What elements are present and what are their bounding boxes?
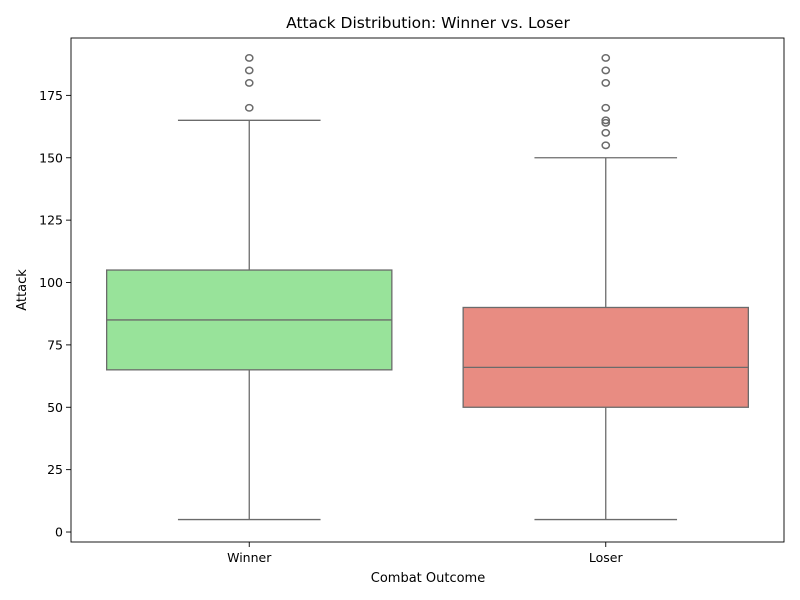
y-tick-label: 125 (39, 213, 63, 228)
y-tick-label: 0 (55, 525, 63, 540)
y-tick-label: 50 (47, 400, 63, 415)
x-axis: Winner Loser (227, 542, 623, 565)
iqr-box (462, 306, 750, 408)
outlier-point (601, 54, 611, 62)
outlier-point (244, 103, 254, 112)
outlier-point (601, 116, 611, 125)
y-tick-label: 100 (39, 275, 63, 290)
outlier-point (244, 66, 254, 75)
plot-area (106, 54, 750, 521)
y-tick-label: 25 (47, 462, 63, 477)
y-tick-label: 75 (47, 337, 63, 352)
chart-title: Attack Distribution: Winner vs. Loser (286, 14, 570, 32)
x-tick-label: Winner (227, 550, 272, 565)
x-tick-label: Loser (589, 550, 624, 565)
outlier-point (601, 141, 611, 150)
plot-frame (70, 37, 785, 543)
outlier-point (601, 78, 611, 87)
outlier-point (601, 66, 611, 75)
outlier-point (601, 118, 611, 127)
box-group-winner (106, 54, 393, 521)
y-tick-label: 175 (39, 88, 63, 103)
outlier-point (601, 103, 611, 112)
y-axis: 0 25 50 75 100 125 150 175 (39, 88, 71, 540)
box-group-loser (462, 54, 750, 521)
outlier-point (601, 128, 611, 137)
y-axis-label: Attack (15, 269, 30, 311)
outlier-point (244, 78, 254, 87)
y-tick-label: 150 (39, 150, 63, 165)
outlier-point (244, 54, 254, 62)
x-axis-label: Combat Outcome (371, 571, 485, 586)
